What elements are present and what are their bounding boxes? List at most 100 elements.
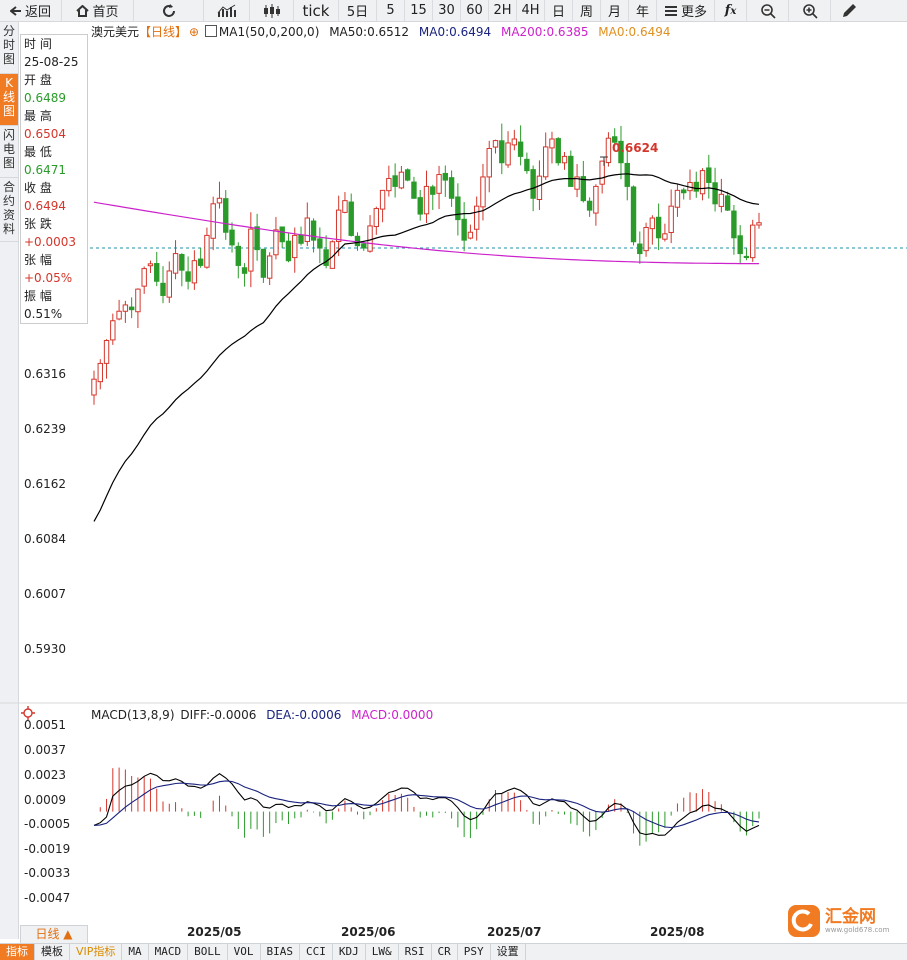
home-button[interactable]: 首页 (62, 0, 134, 21)
back-label: 返回 (24, 5, 51, 20)
tab-time-sharing[interactable]: 分时图 (0, 22, 18, 74)
more-button[interactable]: 更多 (657, 0, 715, 21)
candle-body (486, 147, 492, 178)
macd-tick: 0.0037 (24, 743, 66, 757)
open-label: 开 盘 (24, 73, 52, 87)
open-value: 0.6489 (24, 91, 66, 105)
tick-button[interactable]: tick (294, 0, 339, 21)
period-5m[interactable]: 5 (377, 0, 405, 21)
tab-cr[interactable]: CR (432, 944, 458, 960)
period-label: 15 (410, 3, 427, 18)
period-4h[interactable]: 4H (517, 0, 545, 21)
candle-body (91, 378, 97, 396)
draw-button[interactable] (831, 0, 867, 21)
candle-body (492, 140, 499, 148)
tab-psy[interactable]: PSY (458, 944, 491, 960)
tab-bias[interactable]: BIAS (261, 944, 301, 960)
price-tick: 0.5930 (24, 642, 66, 656)
tab-kline[interactable]: K线图 (0, 74, 18, 126)
candle-body (467, 231, 474, 239)
macd-tick: -0.0047 (24, 891, 71, 905)
tab-contract-info[interactable]: 合约资料 (0, 178, 18, 242)
tab-settings[interactable]: 设置 (491, 944, 526, 960)
candle-body (448, 177, 455, 199)
period-2h[interactable]: 2H (489, 0, 517, 21)
period-5d[interactable]: 5日 (339, 0, 377, 21)
candle-body (185, 271, 191, 282)
refresh-button[interactable] (134, 0, 204, 21)
macd-settings-icon[interactable] (21, 706, 35, 720)
chart-type-button[interactable] (204, 0, 250, 21)
period-60m[interactable]: 60 (461, 0, 489, 21)
candle-body (549, 138, 555, 149)
formula-button[interactable]: fx (715, 0, 747, 21)
candle-body (712, 182, 718, 205)
tab-rsi[interactable]: RSI (399, 944, 432, 960)
change-label: 张 跌 (24, 217, 52, 231)
candle-body (197, 258, 204, 266)
period-label: 周 (579, 5, 593, 20)
ma200-line (93, 201, 759, 265)
tab-kdj[interactable]: KDJ (333, 944, 366, 960)
tab-ma[interactable]: MA (122, 944, 149, 960)
period-30m[interactable]: 30 (433, 0, 461, 21)
candle-body (649, 217, 656, 230)
logo-text: 汇金网 (825, 906, 876, 927)
candle-body (298, 234, 304, 244)
candle-body (392, 175, 398, 187)
tab-boll[interactable]: BOLL (188, 944, 228, 960)
ma1-label: MA1(50,0,200,0) (218, 25, 320, 39)
candle-body (241, 267, 248, 274)
tab-vip-indicators[interactable]: VIP指标 (70, 944, 123, 960)
candle-body (436, 174, 442, 194)
tab-templates[interactable]: 模板 (35, 944, 70, 960)
candle-body (160, 282, 166, 296)
period-15m[interactable]: 15 (405, 0, 433, 21)
high-label: 最 高 (24, 109, 52, 123)
candle-body (348, 201, 354, 236)
candle-body (172, 253, 179, 274)
tab-vol[interactable]: VOL (228, 944, 261, 960)
logo-url: www.gold678.com (825, 925, 890, 934)
candle-body (191, 260, 198, 284)
menu-icon (664, 5, 678, 17)
macd-tick: -0.0019 (24, 842, 71, 856)
date-tick: 2025/05 (187, 925, 242, 939)
candle-body (618, 140, 624, 164)
candle-body (574, 176, 580, 190)
period-label: 30 (438, 3, 455, 18)
period-day[interactable]: 日 (545, 0, 573, 21)
back-button[interactable]: 返回 (0, 0, 62, 21)
high-value: 0.6504 (24, 127, 66, 141)
candle-body (756, 222, 762, 226)
candle-body (323, 249, 329, 266)
macd-histogram (99, 767, 760, 846)
ma200-value: MA200:0.6385 (500, 25, 589, 39)
period-selector[interactable]: 日线 ▲ (20, 925, 88, 944)
time-label: 时 间 (24, 37, 52, 51)
candle-body (386, 178, 392, 192)
period-label: 年 (635, 5, 649, 20)
candle-body (260, 248, 267, 278)
kline-chart[interactable]: 0.6624 (0, 0, 907, 940)
candle-body (216, 197, 223, 204)
period-label: 月 (607, 5, 621, 20)
period-week[interactable]: 周 (573, 0, 601, 21)
candle-body (122, 304, 129, 312)
zoom-in-button[interactable] (789, 0, 831, 21)
period-year[interactable]: 年 (629, 0, 657, 21)
tab-lw[interactable]: LW& (366, 944, 399, 960)
candle-body (473, 205, 480, 230)
tab-cci[interactable]: CCI (300, 944, 333, 960)
tab-flash-chart[interactable]: 闪电图 (0, 126, 18, 178)
candle-body (367, 225, 373, 252)
ma-settings-icon[interactable] (204, 25, 217, 37)
time-value: 25-08-25 (24, 55, 79, 69)
tab-indicators[interactable]: 指标 (0, 944, 35, 960)
candle-type-button[interactable] (250, 0, 294, 21)
add-icon[interactable]: ⊕ (189, 25, 200, 39)
tab-macd[interactable]: MACD (149, 944, 189, 960)
zoom-out-button[interactable] (747, 0, 789, 21)
candle-body (699, 170, 706, 195)
period-month[interactable]: 月 (601, 0, 629, 21)
